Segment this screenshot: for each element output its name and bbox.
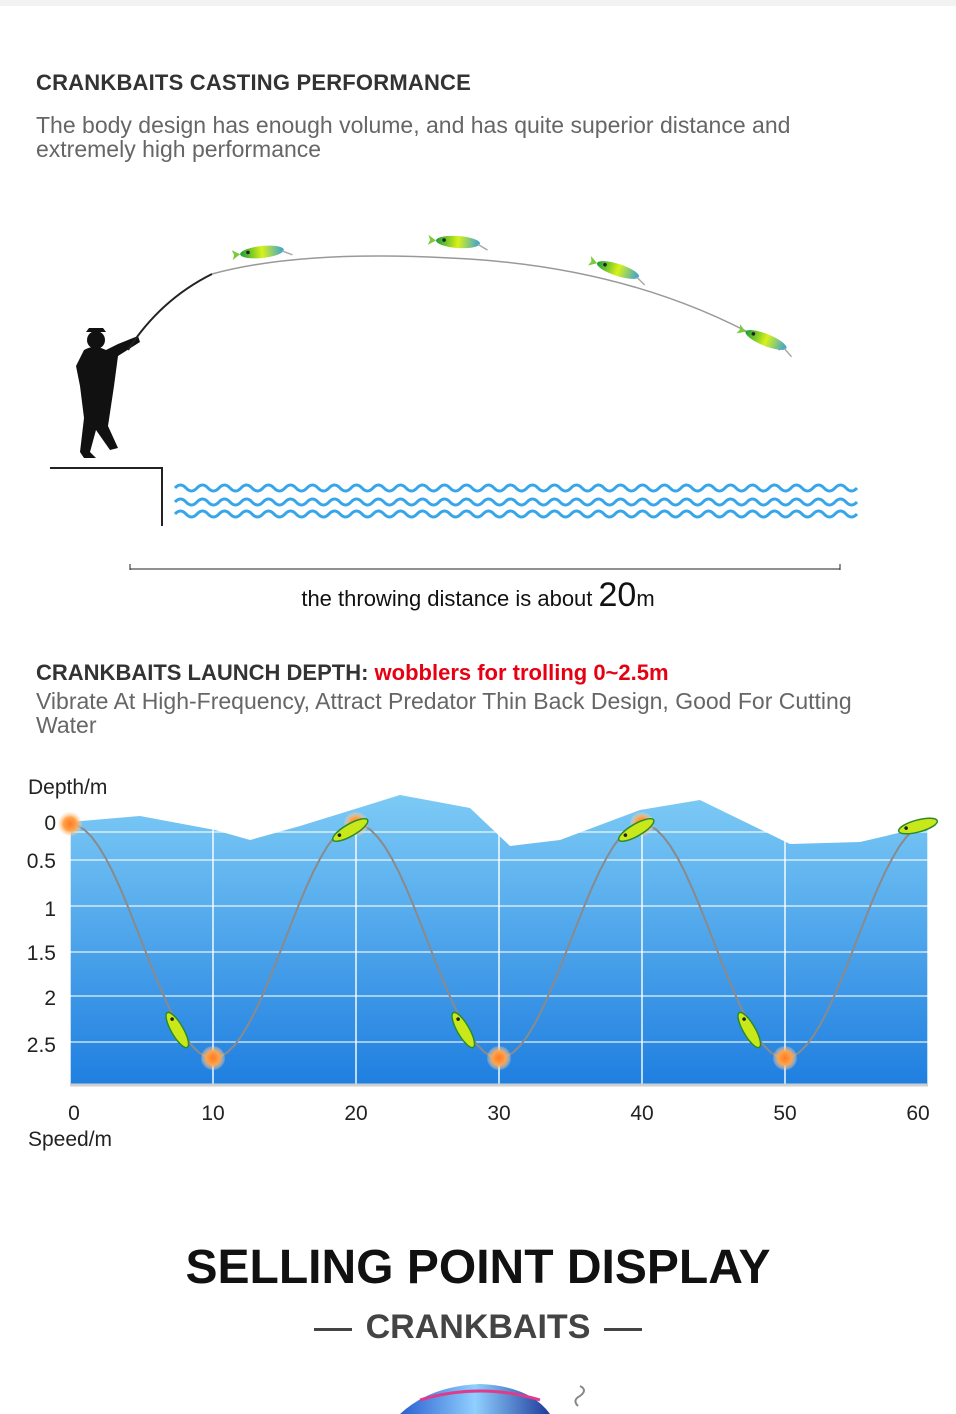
lure-icon	[331, 817, 369, 843]
distance-value: 20	[598, 576, 637, 614]
cast-line	[211, 255, 781, 351]
y-tick-label: 1	[44, 898, 56, 921]
top-divider	[0, 0, 956, 6]
y-tick-label: 0.5	[27, 850, 56, 873]
x-tick-label: 30	[487, 1102, 510, 1125]
casting-description: The body design has enough volume, and h…	[36, 112, 791, 162]
x-tick-label: 40	[630, 1102, 653, 1125]
casting-illustration	[50, 233, 859, 570]
y-tick-label: 0	[44, 812, 56, 835]
y-tick-label: 2	[44, 987, 56, 1010]
distance-prefix: the throwing distance is about	[301, 586, 599, 611]
pier-icon	[50, 467, 163, 526]
selling-subtitle-text: CRANKBAITS	[365, 1308, 591, 1346]
depth-marker	[487, 1046, 511, 1070]
depth-marker	[58, 812, 82, 836]
y-tick-label: 2.5	[27, 1034, 56, 1057]
depth-title: CRANKBAITS LAUNCH DEPTH: wobblers for tr…	[36, 660, 669, 686]
x-axis-label: Speed/m	[28, 1128, 112, 1151]
water-waves-icon	[173, 483, 859, 519]
rod-icon	[127, 273, 213, 351]
right-dash	[604, 1327, 643, 1331]
depth-markers	[58, 812, 939, 1070]
lure-icon	[586, 254, 650, 286]
selling-point-subtitle: CRANKBAITS	[0, 1308, 956, 1347]
lure-icon	[897, 817, 939, 835]
y-axis-label: Depth/m	[28, 776, 107, 799]
lure-icon	[165, 1011, 190, 1049]
chart-grid	[69, 820, 929, 1087]
x-tick-label: 20	[344, 1102, 367, 1125]
y-axis-ticks: 0 0.5 1 1.5 2 2.5	[27, 812, 56, 1057]
x-tick-label: 60	[906, 1102, 929, 1125]
lure-icon	[737, 1011, 762, 1049]
x-tick-label: 50	[773, 1102, 796, 1125]
depth-title-highlight: wobblers for trolling 0~2.5m	[374, 660, 669, 685]
x-tick-label: 0	[68, 1102, 80, 1125]
fisherman-icon	[76, 328, 140, 458]
lure-icon	[617, 817, 655, 843]
lure-icon	[426, 233, 490, 251]
lure-icon	[735, 322, 797, 358]
throwing-distance-text: the throwing distance is about 20m	[0, 576, 956, 615]
depth-title-label: CRANKBAITS LAUNCH DEPTH:	[36, 660, 375, 685]
x-axis-ticks: 0 10 20 30 40 50 60	[68, 1102, 930, 1125]
y-tick-label: 1.5	[27, 942, 56, 965]
x-tick-label: 10	[201, 1102, 224, 1125]
left-dash	[313, 1327, 352, 1331]
lure-icon	[230, 242, 294, 262]
distance-ruler	[129, 564, 841, 570]
crankbait-product-icon	[400, 1384, 585, 1414]
depth-marker	[773, 1046, 797, 1070]
depth-marker	[201, 1046, 225, 1070]
depth-chart: Depth/m 0 0.5 1 1.5 2 2.5 0 10 20 30 40 50 60 Speed…	[27, 776, 939, 1151]
casting-title: CRANKBAITS CASTING PERFORMANCE	[36, 70, 471, 95]
lure-icon	[451, 1011, 476, 1049]
distance-unit: m	[636, 586, 655, 611]
depth-description: Vibrate At High-Frequency, Attract Preda…	[36, 688, 852, 738]
selling-point-title: SELLING POINT DISPLAY	[185, 1241, 771, 1294]
